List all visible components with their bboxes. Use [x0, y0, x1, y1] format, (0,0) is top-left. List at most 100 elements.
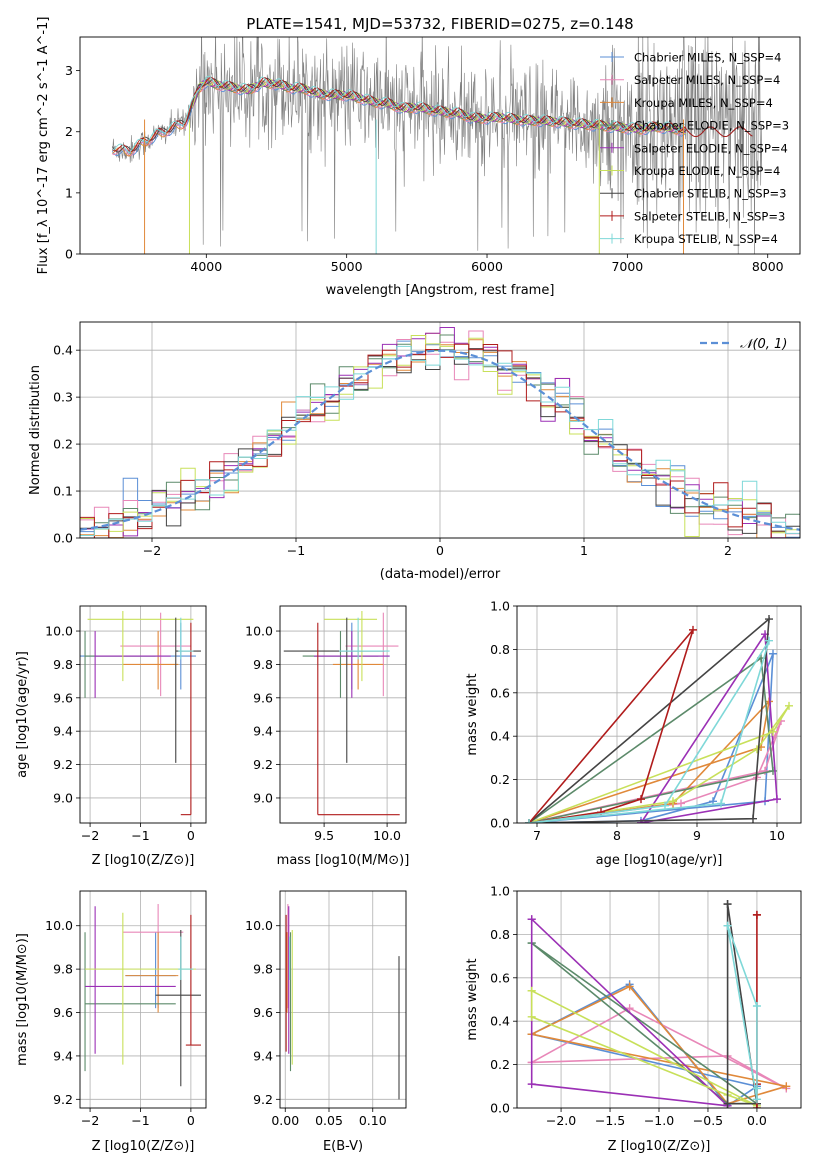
panel-age_vs_mass: 9.5 10.0 9.0 9.2 9.4 9.6 9.8 10.0 mass [log10(M/…: [245, 605, 410, 868]
x-axis-label: Z [log10(Z/Z⊙)]: [92, 1139, 195, 1154]
y-tick-label: 9.4: [53, 724, 73, 739]
axes-frame: [279, 890, 407, 1109]
x-tick-label: −2: [81, 1113, 99, 1128]
y-tick-label: 0.4: [53, 343, 73, 358]
y-tick-label: 9.8: [53, 657, 73, 672]
x-tick-label: −1.0: [644, 1113, 674, 1128]
plot-area-spectrum: [111, 37, 763, 254]
weight-marker: [527, 1012, 536, 1021]
x-tick-label: −2.0: [546, 1113, 576, 1128]
y-tick-label: 9.4: [253, 1048, 273, 1063]
legend-label-km: Kroupa MILES, N_SSP=4: [634, 96, 773, 110]
weight-marker: [723, 1099, 732, 1108]
y-tick-label: 0.6: [490, 685, 510, 700]
y-tick-label: 9.2: [53, 757, 73, 772]
y-tick-label: 9.8: [253, 657, 273, 672]
x-tick-label: 5000: [331, 259, 363, 274]
weight-marker: [689, 625, 697, 634]
y-tick-label: 1.0: [490, 884, 510, 899]
model-line-ks: [112, 75, 686, 154]
weight-marker: [717, 799, 725, 808]
errorbar-point-ks: [339, 617, 390, 660]
y-tick-label: 2: [65, 124, 73, 139]
y-axis-label: Normed distribution: [28, 365, 43, 495]
weight-marker: [765, 636, 773, 645]
y-tick-label: 3: [65, 63, 73, 78]
weight-marker: [761, 766, 769, 775]
y-axis-label: mass weight: [465, 673, 480, 755]
weight-series-ks: [525, 636, 773, 823]
y-tick-label: 9.2: [253, 1092, 273, 1107]
panel-massweight_vs_Z: −2.0 −1.5 −1.0 −0.5 0.0 0.0 0.2 0.4 0.6 0.8 1.0 Z […: [465, 884, 802, 1154]
weight-marker: [723, 921, 732, 930]
x-axis-label: mass [log10(M/M⊙)]: [277, 853, 410, 868]
y-tick-label: 9.6: [53, 690, 73, 705]
panel-residuals: −2 −1 0 1 2 0.0 0.1 0.2 0.3 0.4 (data-model)/error…: [28, 321, 801, 582]
weight-marker: [769, 727, 777, 736]
errorbar-point-se: [314, 631, 390, 698]
y-axis-label: Flux [f_λ 10^-17 erg cm^-2 s^-1 A^-1]: [36, 17, 51, 275]
errorbar-point-ss: [180, 622, 192, 816]
weight-marker: [765, 615, 773, 624]
errorbar-point-ce: [84, 932, 176, 1072]
errorbar-point-sm: [345, 612, 399, 697]
legend-label-sm: Salpeter MILES, N_SSP=4: [634, 73, 780, 87]
weight-line: [528, 705, 790, 823]
weight-marker: [752, 910, 761, 919]
panel-age_vs_Z: −2 −1 0 9.0 9.2 9.4 9.6 9.8 10.0 Z [log10(Z/Z⊙)] a…: [15, 605, 207, 868]
weight-marker: [752, 1104, 761, 1108]
weight-marker: [527, 1080, 536, 1089]
axes-frame: [79, 890, 207, 1109]
x-tick-label: −1: [287, 543, 305, 558]
y-axis-label: mass weight: [465, 958, 480, 1040]
y-tick-label: 9.0: [53, 790, 73, 805]
y-tick-label: 9.0: [253, 790, 273, 805]
x-axis-label: age [log10(age/yr)]: [596, 853, 723, 868]
axes-frame: [79, 321, 801, 539]
x-tick-label: 7: [533, 828, 541, 843]
histogram-ce: [80, 334, 800, 538]
panel-mass_vs_ebv: 0.00 0.05 0.10 9.2 9.4 9.6 9.8 10.0 E(B-V): [245, 890, 407, 1154]
x-tick-label: 0.05: [315, 1113, 343, 1128]
x-tick-label: 0.00: [271, 1113, 299, 1128]
x-tick-label: 4000: [190, 259, 222, 274]
x-tick-label: 9.5: [314, 828, 334, 843]
errorbar-point-km: [125, 932, 179, 1013]
errorbar-point-ke: [85, 912, 196, 1065]
x-tick-label: −2: [143, 543, 161, 558]
y-tick-label: 0.8: [490, 927, 510, 942]
weight-series-ks: [723, 921, 761, 1104]
y-tick-label: 10.0: [245, 624, 273, 639]
weight-marker: [752, 1095, 761, 1104]
y-tick-label: 0.6: [490, 970, 510, 985]
errorbar-point-ks: [178, 936, 194, 980]
weight-marker: [669, 797, 677, 806]
x-tick-label: 9: [693, 828, 701, 843]
figure-title: PLATE=1541, MJD=53732, FIBERID=0275, z=0…: [246, 15, 633, 33]
weight-marker: [785, 701, 793, 710]
histogram-se: [80, 327, 800, 538]
x-tick-label: 0: [436, 543, 444, 558]
y-tick-label: 9.6: [253, 690, 273, 705]
errorbar-point-km: [122, 631, 179, 690]
y-tick-label: 9.4: [53, 1048, 73, 1063]
x-axis-label: (data-model)/error: [380, 567, 501, 582]
y-tick-label: 10.0: [45, 624, 73, 639]
histogram-ks: [80, 345, 800, 536]
weight-marker: [625, 1004, 634, 1013]
x-tick-label: 0: [187, 1113, 195, 1128]
y-tick-label: 10.0: [45, 918, 73, 933]
y-tick-label: 0.8: [490, 642, 510, 657]
weight-line: [528, 617, 770, 823]
panel-spectrum: 4000 5000 6000 7000 8000 0 1 2 3 wavelength [Angs…: [36, 17, 801, 298]
x-axis-label: Z [log10(Z/Z⊙)]: [608, 1139, 711, 1154]
x-tick-label: 7000: [611, 259, 643, 274]
y-tick-label: 0.2: [490, 772, 510, 787]
axes-frame: [516, 890, 802, 1109]
x-tick-label: −2: [81, 828, 99, 843]
weight-marker: [625, 982, 634, 991]
x-tick-label: −1.5: [595, 1113, 625, 1128]
legend-label-ks: Kroupa STELIB, N_SSP=4: [634, 232, 778, 246]
legend-normal-label: 𝒩(0, 1): [740, 337, 787, 352]
